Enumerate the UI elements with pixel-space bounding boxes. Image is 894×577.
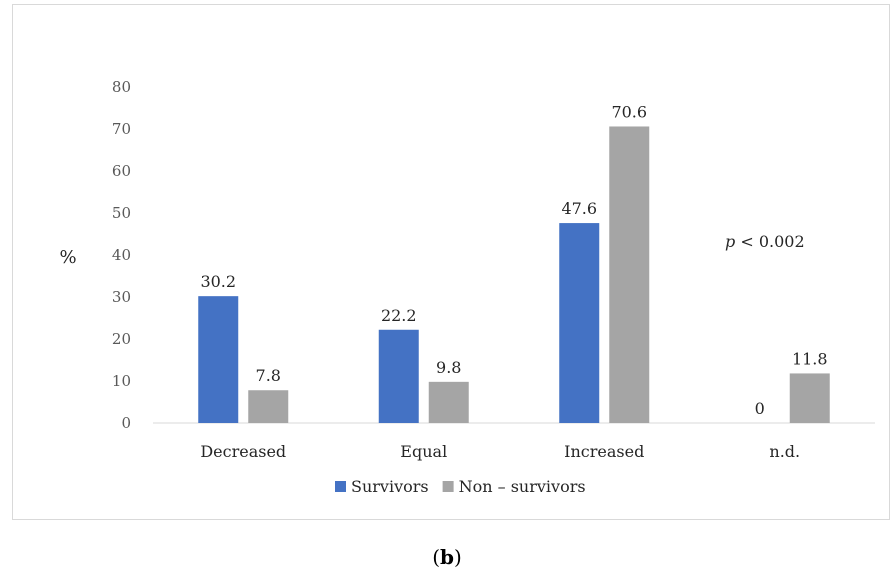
y-axis-ticks: 0 10 20 30 40 50 60 70 80 [112, 78, 131, 432]
data-label: 47.6 [561, 199, 597, 218]
data-label: 11.8 [792, 349, 828, 368]
legend-label: Non – survivors [459, 477, 586, 496]
data-label: 22.2 [381, 306, 417, 325]
category-label: Equal [400, 442, 447, 461]
legend: Survivors Non – survivors [335, 477, 586, 496]
bar-survivors [378, 329, 419, 423]
bar-chart: 0 10 20 30 40 50 60 70 80 30.2 7.8 22.2 9.8 47.6 70.6… [59, 78, 875, 496]
y-tick-label: 20 [112, 330, 131, 348]
category-labels: Decreased Equal Increased n.d. [200, 442, 800, 461]
annotation-p: p [725, 232, 735, 251]
y-tick-label: 40 [112, 246, 131, 264]
panel-letter: b [440, 545, 454, 569]
y-axis-label: % [59, 247, 76, 268]
bar-survivors [559, 223, 600, 423]
y-tick-label: 0 [121, 414, 131, 432]
data-label: 0 [755, 399, 765, 418]
data-label: 70.6 [611, 102, 647, 121]
annotation-text: p < 0.002 [725, 232, 805, 251]
category-label: Increased [564, 442, 644, 461]
category-label: n.d. [769, 442, 800, 461]
p-value-annotation: p < 0.002 [713, 227, 831, 257]
data-label: 9.8 [436, 358, 461, 377]
data-label: 30.2 [200, 272, 236, 291]
y-tick-label: 30 [112, 288, 131, 306]
legend-swatch [442, 481, 454, 492]
y-tick-label: 10 [112, 372, 131, 390]
bar-non-survivors [428, 381, 469, 423]
bar-survivors [198, 296, 239, 423]
panel-caption: (b) [432, 545, 462, 569]
legend-swatch [335, 481, 346, 492]
bar-non-survivors [248, 390, 289, 423]
y-tick-label: 70 [112, 120, 131, 138]
annotation-box [713, 227, 831, 257]
y-tick-label: 60 [112, 162, 131, 180]
y-tick-label: 50 [112, 204, 131, 222]
data-labels: 30.2 7.8 22.2 9.8 47.6 70.6 0 11.8 [200, 102, 827, 418]
legend-label: Survivors [351, 477, 429, 496]
chart-frame: 0 10 20 30 40 50 60 70 80 30.2 7.8 22.2 9.8 47.6 70.6… [12, 4, 890, 520]
bars [198, 126, 830, 423]
data-label: 7.8 [256, 366, 281, 385]
category-label: Decreased [200, 442, 286, 461]
bar-non-survivors [789, 373, 830, 423]
annotation-value: < 0.002 [735, 232, 804, 251]
bar-non-survivors [609, 126, 650, 423]
y-tick-label: 80 [112, 78, 131, 96]
